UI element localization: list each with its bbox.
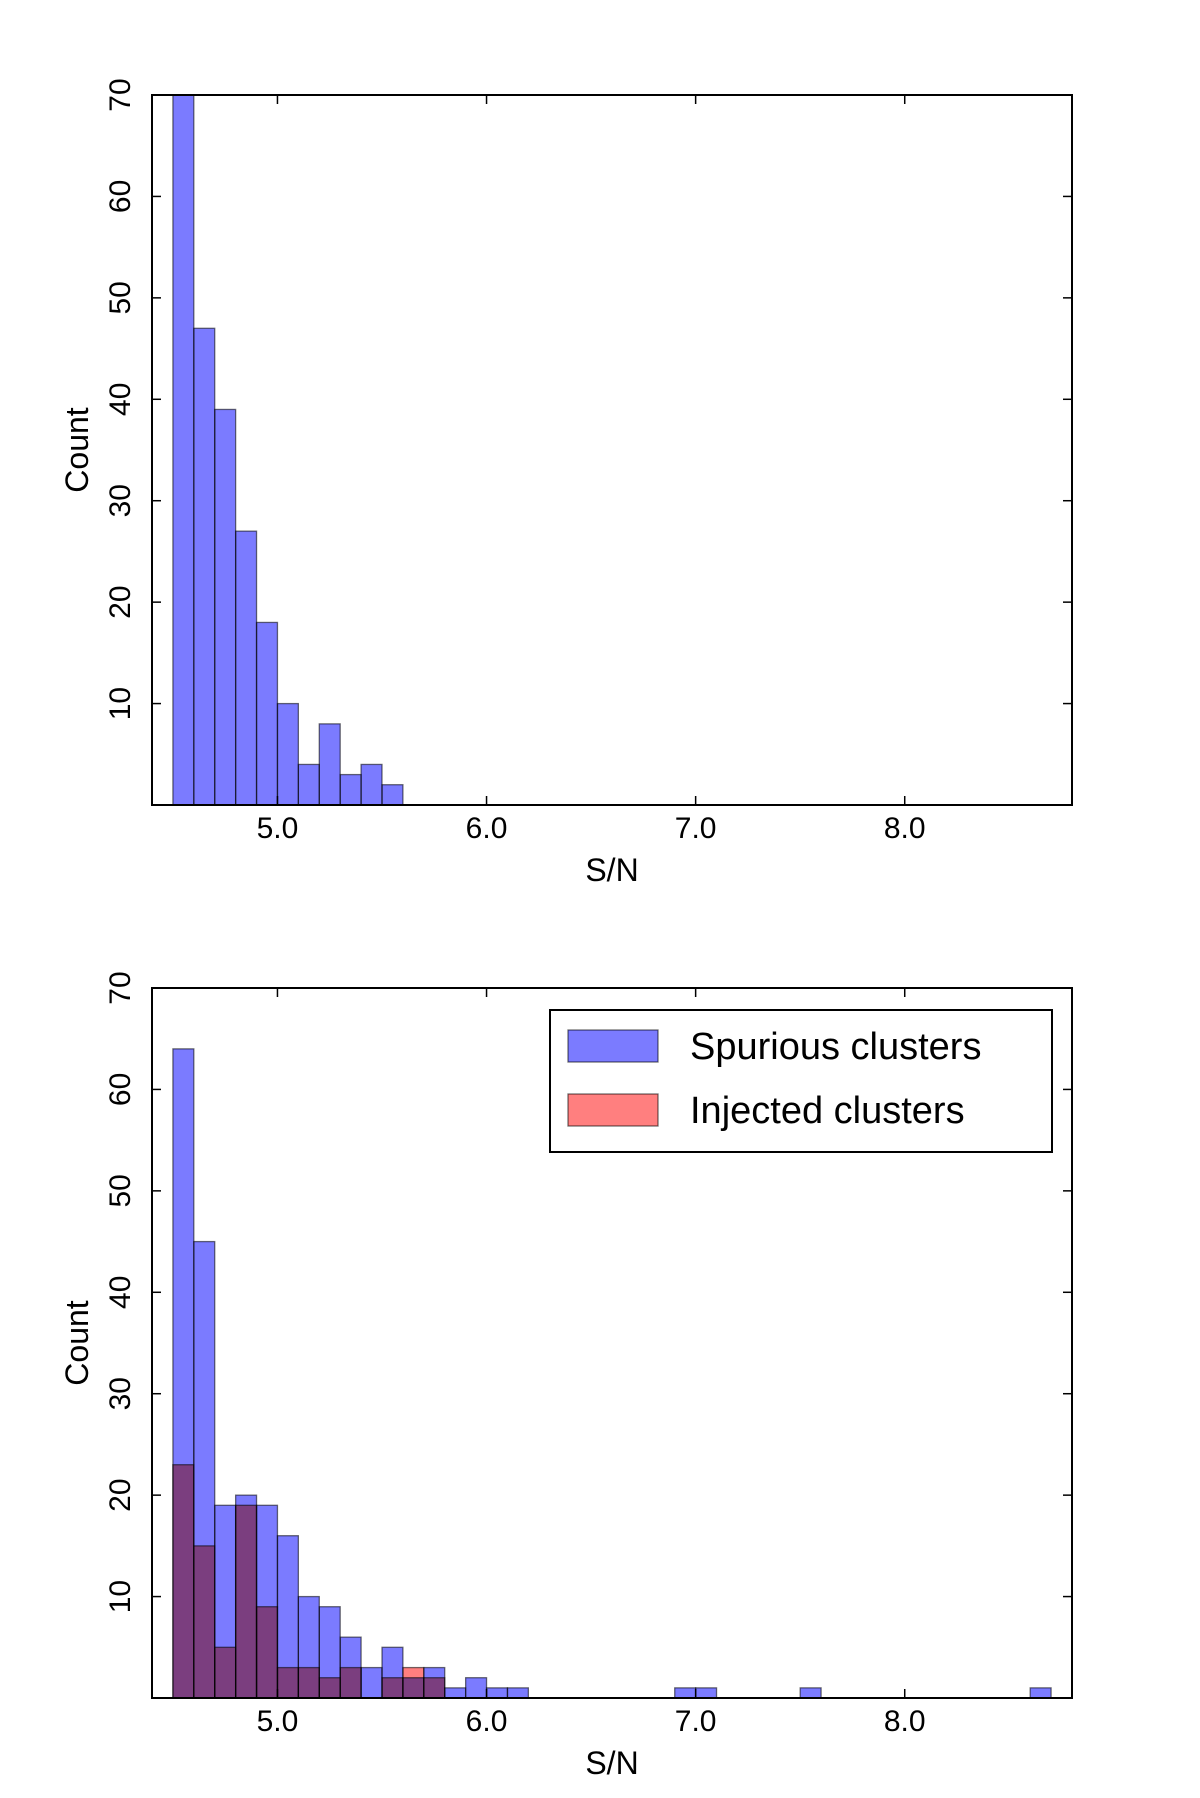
y-tick-label: 20 <box>104 585 137 618</box>
bar-injected-clusters <box>193 1545 216 1698</box>
bar-spurious-clusters <box>674 1687 697 1698</box>
y-axis-title: Count <box>59 407 95 493</box>
bar-counts <box>381 784 404 805</box>
bar-counts <box>193 327 216 805</box>
bar-counts <box>214 408 237 805</box>
bar-spurious-clusters <box>485 1687 509 1698</box>
bar-counts <box>276 702 300 805</box>
bar-injected-clusters <box>318 1677 341 1698</box>
bar-injected-clusters <box>402 1666 425 1698</box>
bar-counts <box>360 763 383 805</box>
x-tick-label: 7.0 <box>675 812 717 845</box>
y-tick-label: 40 <box>104 383 137 416</box>
axes-frame <box>151 987 1073 1699</box>
x-tick-label: 7.0 <box>675 1705 717 1738</box>
y-tick-label: 20 <box>104 1478 137 1511</box>
bar-spurious-clusters <box>464 1677 488 1698</box>
x-tick-label: 8.0 <box>884 1705 926 1738</box>
bar-injected-clusters <box>234 1504 258 1698</box>
y-tick-label: 70 <box>104 78 137 111</box>
y-tick-label: 70 <box>104 971 137 1004</box>
axes-frame <box>151 94 1073 806</box>
bar-spurious-clusters <box>799 1687 822 1698</box>
bar-injected-clusters <box>339 1666 362 1698</box>
bar-spurious-clusters <box>360 1666 383 1698</box>
bar-injected-clusters <box>381 1677 404 1698</box>
bar-counts <box>339 773 362 805</box>
bar-spurious-clusters <box>1029 1687 1052 1698</box>
x-axis-title: S/N <box>585 1745 638 1781</box>
x-tick-label: 5.0 <box>257 1705 299 1738</box>
x-tick-label: 6.0 <box>466 1705 508 1738</box>
bar-counts <box>255 621 279 805</box>
y-axis-title: Count <box>59 1300 95 1386</box>
x-axis-title: S/N <box>585 852 638 888</box>
bar-counts <box>172 95 195 805</box>
y-tick-label: 10 <box>104 687 137 720</box>
bar-injected-clusters <box>297 1666 320 1698</box>
legend: Spurious clusters Injected clusters <box>549 1009 1053 1153</box>
legend-label: Injected clusters <box>690 1090 965 1132</box>
legend-label: Spurious clusters <box>690 1026 981 1068</box>
top-histogram-panel: 5.0 6.0 7.0 8.0 10 20 30 40 50 60 70 S/N Count <box>59 78 1073 888</box>
bottom-histogram-panel: 5.0 6.0 7.0 8.0 10 20 30 40 50 60 70 S/N Count Spurio… <box>59 971 1073 1781</box>
legend-swatch <box>567 1093 659 1127</box>
x-tick-label: 5.0 <box>257 812 299 845</box>
legend-swatch <box>567 1029 659 1063</box>
y-tick-label: 30 <box>104 484 137 517</box>
y-tick-label: 30 <box>104 1377 137 1410</box>
bar-spurious-clusters <box>694 1687 718 1698</box>
x-tick-label: 6.0 <box>466 812 508 845</box>
bar-counts <box>318 723 341 805</box>
bar-injected-clusters <box>276 1666 300 1698</box>
bar-injected-clusters <box>423 1677 446 1698</box>
bar-spurious-clusters <box>444 1687 467 1698</box>
y-tick-label: 50 <box>104 281 137 314</box>
bar-spurious-clusters <box>506 1687 530 1698</box>
bars-group <box>172 95 404 805</box>
bar-injected-clusters <box>214 1646 237 1698</box>
bar-counts <box>234 530 258 805</box>
y-tick-label: 60 <box>104 1073 137 1106</box>
x-tick-label: 8.0 <box>884 812 926 845</box>
bar-counts <box>297 763 320 805</box>
bars-group <box>172 1048 1052 1698</box>
y-tick-label: 10 <box>104 1580 137 1613</box>
y-tick-label: 60 <box>104 180 137 213</box>
y-tick-label: 50 <box>104 1174 137 1207</box>
y-tick-label: 40 <box>104 1276 137 1309</box>
bar-injected-clusters <box>172 1464 195 1698</box>
bar-injected-clusters <box>255 1606 279 1698</box>
